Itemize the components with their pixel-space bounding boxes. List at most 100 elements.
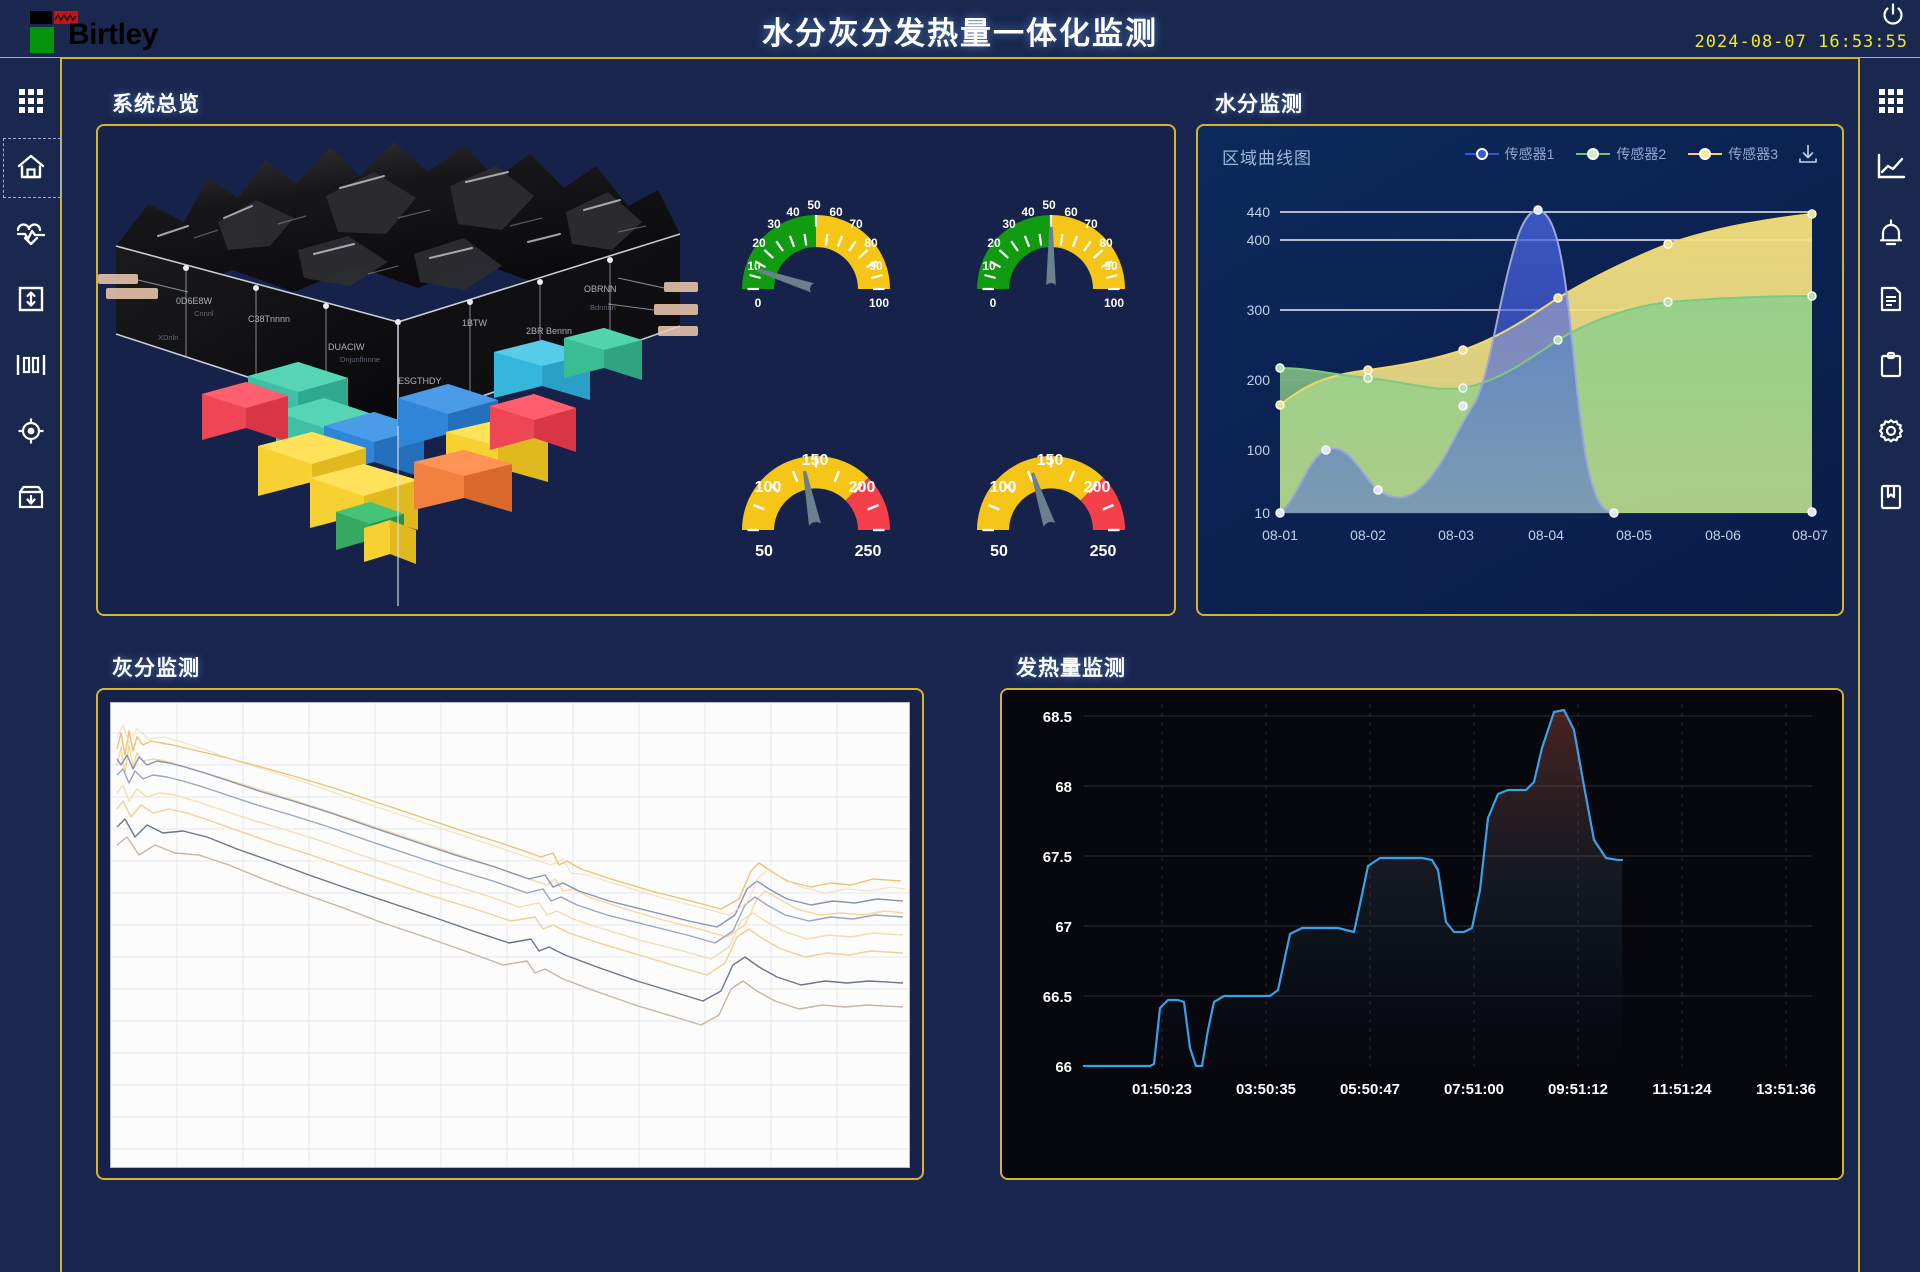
- logo-text: Birtley: [68, 18, 158, 51]
- app-header: Birtley 水分灰分发热量一体化监测 2024-08-07 16:53:55: [0, 0, 1920, 59]
- svg-text:100: 100: [868, 296, 888, 310]
- panel-calorific: 68.5 68 67.5 67 66.5 66 01:50:23 03:50:3…: [1000, 688, 1844, 1180]
- svg-text:90: 90: [1104, 259, 1118, 273]
- panel-overview: 0D6E8W C38Tnnnn DUACIW ESGTHDY 1BTW 2BR Ben…: [96, 124, 1176, 616]
- svg-text:40: 40: [786, 205, 800, 219]
- line-chart-icon: [1876, 153, 1906, 181]
- sidebar-item-records[interactable]: [1860, 332, 1920, 398]
- sidebar-item-calibration[interactable]: [0, 266, 62, 332]
- coal-pile-3d-visualization[interactable]: 0D6E8W C38Tnnnn DUACIW ESGTHDY 1BTW 2BR Ben…: [98, 126, 698, 614]
- svg-text:30: 30: [767, 217, 781, 231]
- moisture-area-chart[interactable]: 440 400 300 200 100 10: [1198, 178, 1844, 614]
- svg-text:67.5: 67.5: [1043, 849, 1072, 866]
- svg-text:2BR Bennn: 2BR Bennn: [526, 326, 572, 336]
- svg-text:1BTW: 1BTW: [462, 318, 488, 328]
- calorific-line-chart[interactable]: 68.5 68 67.5 67 66.5 66 01:50:23 03:50:3…: [1002, 690, 1842, 1178]
- svg-text:09:51:12: 09:51:12: [1548, 1081, 1608, 1098]
- left-sidebar: [0, 58, 62, 1272]
- svg-text:250: 250: [854, 543, 881, 560]
- svg-text:50: 50: [1042, 198, 1056, 212]
- book-icon: [1878, 483, 1904, 511]
- svg-text:XDnln: XDnln: [158, 333, 178, 342]
- sidebar-item-alarms[interactable]: [1860, 200, 1920, 266]
- sidebar-item-grid[interactable]: [0, 68, 62, 134]
- header-divider: [0, 57, 1920, 59]
- svg-text:50: 50: [990, 543, 1008, 560]
- svg-text:90: 90: [869, 259, 883, 273]
- svg-text:08-02: 08-02: [1350, 527, 1386, 543]
- legend-label-sensor2: 传感器2: [1616, 146, 1667, 162]
- svg-text:400: 400: [1247, 232, 1271, 248]
- panel-title-ash: 灰分监测: [112, 657, 200, 680]
- legend-swatch-sensor1: [1464, 148, 1499, 160]
- right-sidebar: [1858, 58, 1920, 1272]
- sidebar-item-levels[interactable]: [0, 332, 62, 398]
- svg-text:150: 150: [801, 452, 828, 469]
- svg-text:08-07: 08-07: [1792, 527, 1828, 543]
- power-icon[interactable]: [1880, 2, 1906, 28]
- target-icon: [17, 417, 45, 445]
- moisture-legend: 传感器1 传感器2 传感器3: [1464, 144, 1778, 164]
- svg-text:440: 440: [1247, 204, 1271, 220]
- svg-text:66.5: 66.5: [1043, 989, 1072, 1006]
- svg-text:OBRNN: OBRNN: [584, 284, 617, 294]
- svg-text:ESGTHDY: ESGTHDY: [398, 376, 442, 386]
- ash-spectra-chart[interactable]: [110, 702, 910, 1168]
- svg-text:DUACIW: DUACIW: [328, 342, 365, 352]
- sidebar-item-settings[interactable]: [1860, 398, 1920, 464]
- grid-icon: [17, 87, 45, 115]
- svg-text:250: 250: [1089, 543, 1116, 560]
- svg-text:11:51:24: 11:51:24: [1652, 1081, 1712, 1098]
- svg-text:Bdnnnn: Bdnnnn: [590, 303, 616, 312]
- sidebar-item-reports[interactable]: [1860, 266, 1920, 332]
- svg-text:80: 80: [864, 236, 878, 250]
- sidebar-item-pulse[interactable]: [0, 200, 62, 266]
- gauge-ash-1: 50 100 150 200 250: [726, 412, 906, 572]
- svg-text:Dnjunflnnne: Dnjunflnnne: [340, 355, 380, 364]
- download-icon[interactable]: [1796, 142, 1820, 171]
- clipboard-icon: [1878, 351, 1904, 379]
- panel-ash: [96, 688, 924, 1180]
- svg-text:05:50:47: 05:50:47: [1340, 1081, 1400, 1098]
- gauge-needle: [802, 470, 822, 532]
- bar-gauge-icon: [16, 352, 46, 378]
- legend-item-sensor1[interactable]: 传感器1: [1464, 144, 1555, 164]
- legend-item-sensor2[interactable]: 传感器2: [1576, 144, 1666, 164]
- svg-text:100: 100: [1247, 442, 1271, 458]
- svg-text:0: 0: [754, 296, 761, 310]
- sidebar-item-target[interactable]: [0, 398, 62, 464]
- panel-moisture: 区域曲线图 传感器1 传感器2 传感器3: [1196, 124, 1844, 616]
- sidebar-item-home[interactable]: [0, 134, 62, 200]
- svg-text:200: 200: [848, 479, 875, 496]
- svg-text:20: 20: [752, 236, 766, 250]
- svg-text:200: 200: [1083, 479, 1110, 496]
- svg-text:08-05: 08-05: [1616, 527, 1652, 543]
- sidebar-item-trends[interactable]: [1860, 134, 1920, 200]
- moisture-chart-header: 区域曲线图 传感器1 传感器2 传感器3: [1198, 126, 1842, 182]
- datetime-display: 2024-08-07 16:53:55: [1694, 32, 1908, 52]
- gauge-moisture-2: 0 10 20 30 40 50 60 70 80 90 100: [961, 171, 1141, 326]
- brand-logo: Birtley: [24, 6, 164, 53]
- svg-text:30: 30: [1002, 217, 1016, 231]
- sidebar-item-manual[interactable]: [1860, 464, 1920, 530]
- svg-text:01:50:23: 01:50:23: [1132, 1081, 1192, 1098]
- svg-text:Cnnnl: Cnnnl: [194, 309, 214, 318]
- legend-swatch-sensor3: [1688, 148, 1723, 160]
- gauge-moisture-1: 0 10 20 30 40 50 60 70 80 90 100: [726, 171, 906, 326]
- gauge-needle: [755, 267, 818, 294]
- panel-title-overview: 系统总览: [112, 93, 200, 116]
- legend-item-sensor3[interactable]: 传感器3: [1688, 144, 1778, 164]
- sidebar-item-apps[interactable]: [1860, 68, 1920, 134]
- sidebar-item-export[interactable]: [0, 464, 62, 530]
- legend-swatch-sensor2: [1576, 148, 1611, 160]
- bell-icon: [1877, 219, 1905, 247]
- document-icon: [1878, 285, 1904, 313]
- gear-icon: [1877, 417, 1905, 445]
- svg-text:08-04: 08-04: [1528, 527, 1564, 543]
- grid-icon: [1877, 87, 1905, 115]
- svg-text:08-01: 08-01: [1262, 527, 1298, 543]
- logo-block-red: [54, 11, 78, 24]
- legend-label-sensor1: 传感器1: [1504, 146, 1555, 162]
- svg-text:50: 50: [807, 198, 821, 212]
- svg-text:10: 10: [1254, 505, 1270, 521]
